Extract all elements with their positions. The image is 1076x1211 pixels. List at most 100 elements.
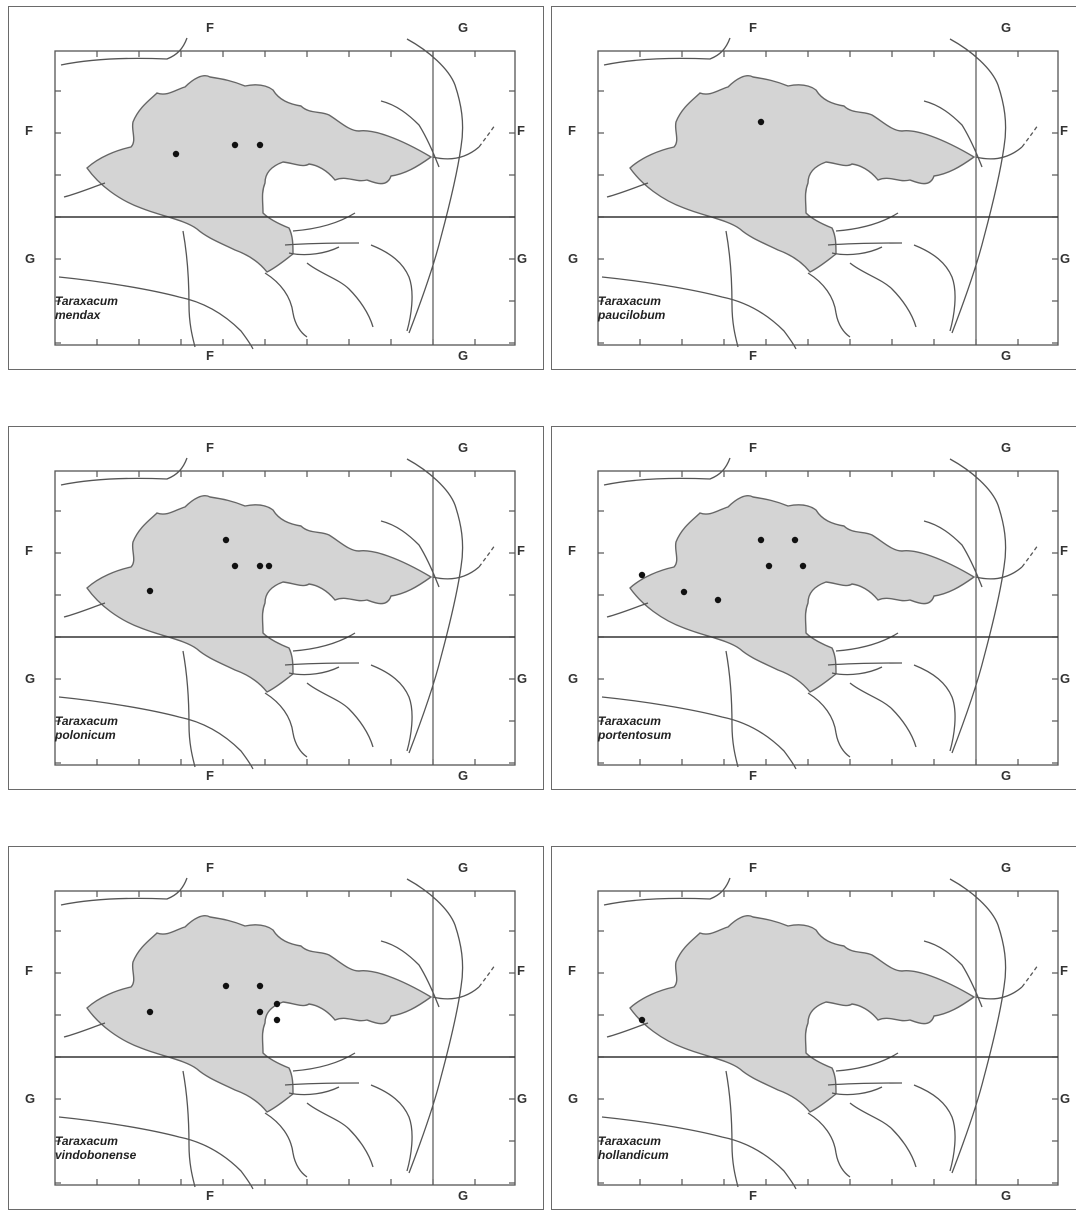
occurrence-dot [638,571,646,579]
map-canvas [54,457,516,770]
streams [58,37,496,350]
species-epithet: hollandicum [598,1148,669,1162]
species-genus: Taraxacum [598,714,661,728]
column-label-top-right: G [1001,20,1012,35]
map-frame [54,470,516,766]
streams [58,877,496,1190]
occurrence-dot [146,587,154,595]
row-label-right-bottom: G [1060,671,1071,686]
region-shape [629,495,976,693]
row-label-left-bottom: G [568,251,579,266]
occurrence-dot [791,536,799,544]
column-label-bottom-right: G [458,768,469,783]
column-label-top-right: G [458,440,469,455]
row-label-left-top: F [568,963,576,978]
species-epithet: polonicum [55,728,116,742]
occurrence-dot [231,562,239,570]
map-frame [597,50,1059,346]
occurrence-dot [680,588,688,596]
column-label-bottom-right: G [458,348,469,363]
distribution-map-panel-paucilobum: F G F G F G F G Taraxacum paucilobum [551,6,1076,370]
occurrence-dot [256,562,264,570]
occurrence-records [757,118,765,126]
streams [601,877,1039,1190]
occurrence-dot [256,1008,264,1016]
column-label-bottom-right: G [458,1188,469,1203]
occurrence-records [638,1016,646,1024]
row-label-left-top: F [568,123,576,138]
row-label-right-top: F [517,963,525,978]
region-shape [86,75,433,273]
column-label-top-right: G [458,20,469,35]
map-canvas [54,37,516,350]
map-canvas [597,457,1059,770]
occurrence-dot [256,982,264,990]
occurrence-dot [714,596,722,604]
distribution-map-panel-portentosum: F G F G F G F G Taraxacum portentosum [551,426,1076,790]
species-genus: Taraxacum [55,294,118,308]
occurrence-records [146,982,281,1024]
occurrence-records [146,536,273,595]
map-canvas [597,37,1059,350]
row-label-right-top: F [517,543,525,558]
row-label-right-bottom: G [517,671,528,686]
row-label-left-top: F [25,123,33,138]
occurrence-dot [799,562,807,570]
occurrence-dot [256,141,264,149]
column-label-top-left: F [749,440,757,455]
row-label-left-bottom: G [25,1091,36,1106]
row-label-right-top: F [1060,543,1068,558]
species-epithet: vindobonense [55,1148,137,1162]
map-frame [54,890,516,1186]
row-label-left-top: F [25,543,33,558]
region-shape [86,495,433,693]
column-label-bottom-left: F [749,348,757,363]
distribution-map-panel-hollandicum: F G F G F G F G Taraxacum hollandicum [551,846,1076,1210]
species-caption: Taraxacum vindobonense [55,1134,136,1162]
species-genus: Taraxacum [598,294,661,308]
column-label-bottom-left: F [749,768,757,783]
distribution-map-panel-polonicum: F G F G F G F G Taraxacum polonicum [8,426,544,790]
frame-ticks [598,51,1058,345]
streams [601,37,1039,350]
map-canvas [597,877,1059,1190]
column-label-top-left: F [206,20,214,35]
occurrence-records [638,536,807,604]
column-label-bottom-left: F [206,1188,214,1203]
species-genus: Taraxacum [598,1134,661,1148]
frame-ticks [598,471,1058,765]
column-label-top-right: G [1001,860,1012,875]
row-label-left-bottom: G [25,251,36,266]
species-caption: Taraxacum mendax [55,294,118,322]
occurrence-dot [146,1008,154,1016]
occurrence-records [172,141,264,158]
map-frame [597,890,1059,1186]
row-label-right-bottom: G [1060,1091,1071,1106]
occurrence-dot [222,982,230,990]
species-epithet: paucilobum [598,308,666,322]
column-label-top-right: G [1001,440,1012,455]
column-label-bottom-right: G [1001,348,1012,363]
row-label-left-bottom: G [25,671,36,686]
species-epithet: mendax [55,308,101,322]
region-shape [629,75,976,273]
row-label-left-top: F [568,543,576,558]
streams [58,457,496,770]
occurrence-dot [222,536,230,544]
occurrence-dot [765,562,773,570]
species-caption: Taraxacum portentosum [598,714,671,742]
species-epithet: portentosum [598,728,672,742]
map-frame [54,50,516,346]
map-canvas [54,877,516,1190]
streams [601,457,1039,770]
distribution-map-panel-vindobonense: F G F G F G F G Taraxacum vindobonense [8,846,544,1210]
row-label-left-bottom: G [568,1091,579,1106]
column-label-top-right: G [458,860,469,875]
occurrence-dot [638,1016,646,1024]
region-shape [629,915,976,1113]
row-label-right-top: F [1060,123,1068,138]
distribution-map-panel-mendax: F G F G F G F G Taraxacum mendax [8,6,544,370]
column-label-top-left: F [206,860,214,875]
row-label-right-bottom: G [517,1091,528,1106]
column-label-bottom-left: F [206,348,214,363]
